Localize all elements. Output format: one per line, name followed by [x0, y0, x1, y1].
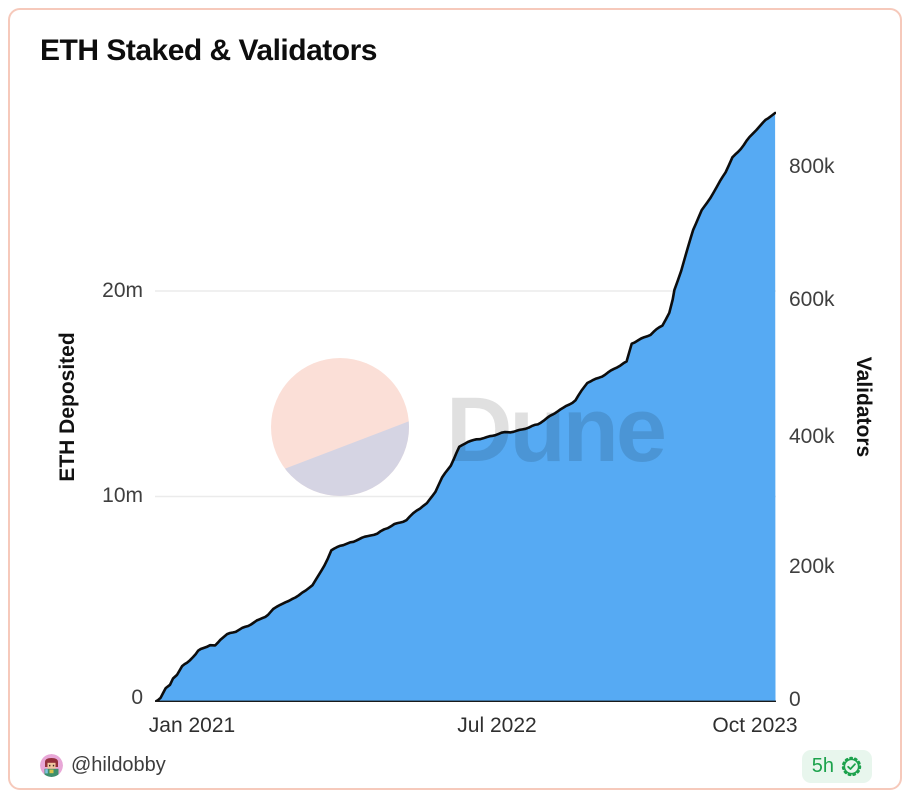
- author-handle-link[interactable]: @hildobby: [71, 754, 166, 776]
- dune-watermark-logo: [271, 358, 409, 496]
- left-tick-20m: 20m: [102, 279, 143, 302]
- hildobby-avatar[interactable]: [40, 754, 63, 777]
- left-tick-0: 0: [131, 686, 143, 709]
- x-tick-oct-2023: Oct 2023: [712, 714, 798, 737]
- staked-eth-line: [155, 111, 776, 702]
- right-tick-400k: 400k: [789, 425, 835, 448]
- left-tick-10m: 10m: [102, 484, 143, 507]
- data-age-label: 5h: [811, 755, 834, 777]
- dune-watermark-text: Dune: [446, 379, 665, 481]
- staked-eth-area-fill: [155, 113, 776, 702]
- right-tick-600k: 600k: [789, 288, 835, 311]
- data-freshness-badge[interactable]: 5h: [801, 750, 872, 783]
- right-axis-title: Validators: [852, 356, 875, 458]
- x-tick-jan-2021: Jan 2021: [148, 714, 236, 737]
- right-tick-800k: 800k: [789, 155, 835, 178]
- right-tick-0: 0: [789, 688, 801, 711]
- chart-title: ETH Staked & Validators: [40, 34, 377, 67]
- x-tick-jul-2022: Jul 2022: [457, 714, 537, 737]
- verified-seal-icon: [841, 756, 862, 777]
- area-chart-plot[interactable]: Dune: [155, 105, 776, 702]
- left-axis-title: ETH Deposited: [56, 332, 79, 482]
- pixel-avatar-art: [40, 754, 63, 777]
- chart-card: ETH Staked & Validators ETH Deposited Va…: [8, 8, 902, 790]
- right-tick-200k: 200k: [789, 555, 835, 578]
